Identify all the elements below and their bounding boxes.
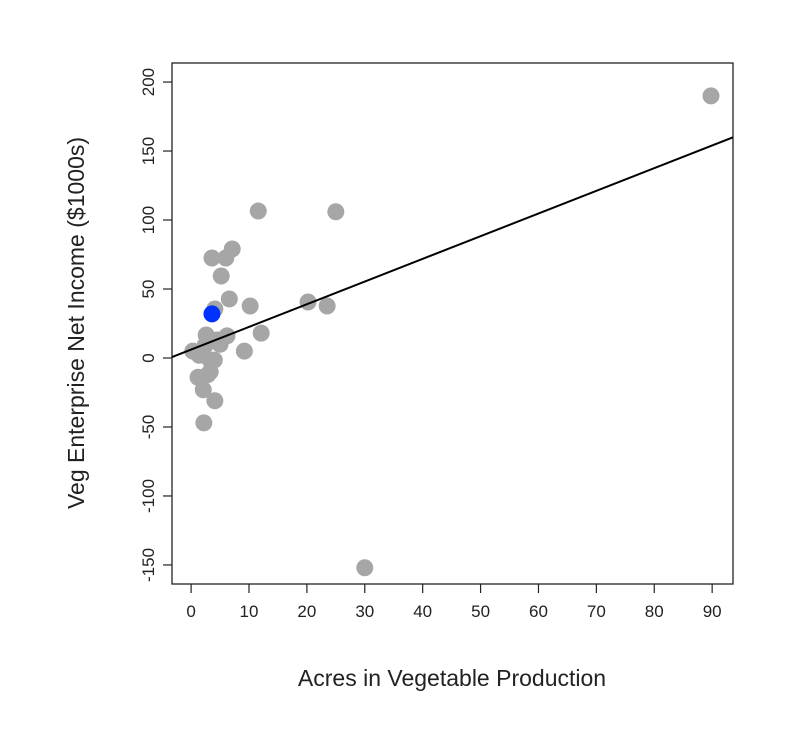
x-tick-label: 10 bbox=[240, 602, 259, 621]
y-tick-label: 100 bbox=[139, 206, 158, 234]
data-point bbox=[356, 559, 374, 577]
regression-line bbox=[171, 136, 734, 358]
x-tick-label: 40 bbox=[413, 602, 432, 621]
data-point bbox=[241, 297, 259, 315]
y-tick-label: -100 bbox=[139, 479, 158, 513]
plot-frame bbox=[171, 62, 734, 585]
y-axis-label: Veg Enterprise Net Income ($1000s) bbox=[63, 137, 89, 509]
data-point bbox=[318, 297, 336, 315]
y-tick-label: 50 bbox=[139, 280, 158, 299]
x-tick-label: 90 bbox=[703, 602, 722, 621]
data-point bbox=[212, 267, 230, 285]
x-tick-label: 30 bbox=[355, 602, 374, 621]
x-tick-label: 20 bbox=[297, 602, 316, 621]
x-tick-label: 60 bbox=[529, 602, 548, 621]
data-point bbox=[194, 381, 212, 399]
data-point bbox=[206, 392, 224, 410]
data-point bbox=[252, 324, 270, 342]
y-tick-label: -150 bbox=[139, 548, 158, 582]
data-point bbox=[220, 290, 238, 308]
data-point bbox=[702, 87, 720, 105]
x-tick-label: 70 bbox=[587, 602, 606, 621]
x-tick-label: 50 bbox=[471, 602, 490, 621]
y-tick-label: 200 bbox=[139, 68, 158, 96]
y-tick-label: 0 bbox=[139, 353, 158, 362]
data-point bbox=[195, 414, 213, 432]
x-tick-label: 80 bbox=[645, 602, 664, 621]
x-tick-label: 0 bbox=[186, 602, 195, 621]
y-tick-label: -50 bbox=[139, 415, 158, 440]
y-tick-label: 150 bbox=[139, 137, 158, 165]
x-axis-label: Acres in Vegetable Production bbox=[298, 665, 606, 691]
data-point bbox=[235, 342, 253, 360]
data-point bbox=[327, 203, 345, 221]
highlighted-data-point bbox=[203, 305, 221, 323]
data-point bbox=[249, 202, 267, 220]
data-point bbox=[203, 249, 221, 267]
data-point bbox=[217, 249, 235, 267]
